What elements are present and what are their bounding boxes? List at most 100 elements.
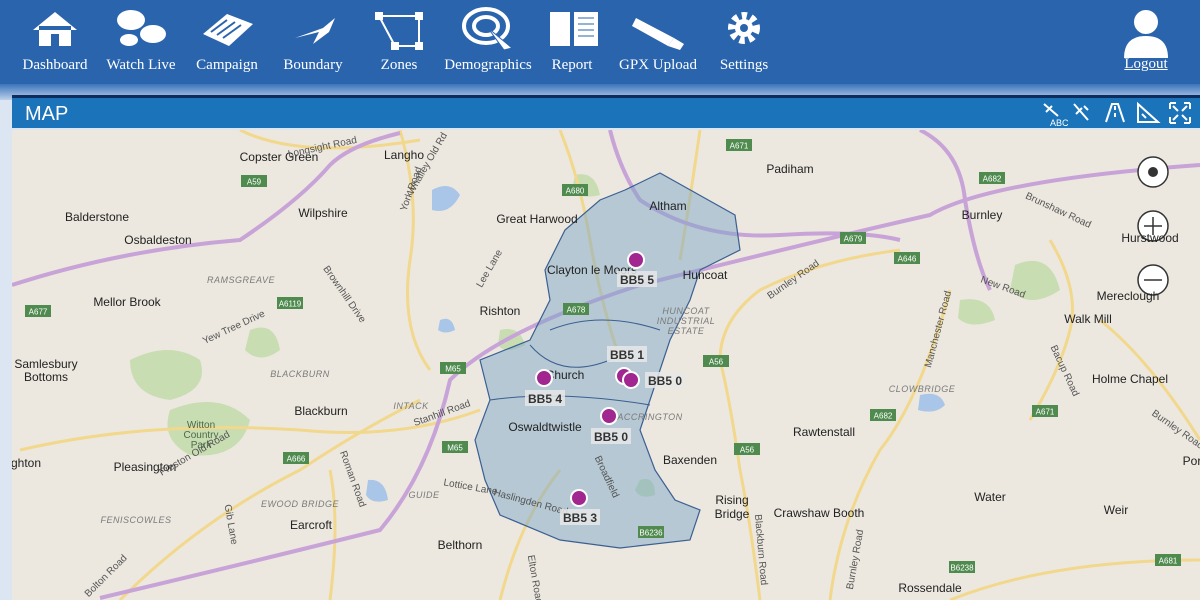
place-label: Copster Green <box>240 150 319 164</box>
road-number: A682 <box>874 412 893 421</box>
place-label: Bridge <box>715 507 750 521</box>
road-shield <box>440 362 466 374</box>
road-shield <box>562 184 588 196</box>
nav-label[interactable]: Demographics <box>444 57 532 73</box>
fullscreen-icon[interactable] <box>1169 102 1191 124</box>
map-tools: ABC <box>1043 101 1191 128</box>
road-number: B6238 <box>950 564 974 573</box>
place-label: Blackburn <box>294 404 347 418</box>
nav-label[interactable]: Settings <box>719 57 769 73</box>
road-shield <box>979 172 1005 184</box>
marker-label: BB5 0 <box>648 374 682 388</box>
nav-item[interactable]: Watch Live <box>91 0 191 84</box>
satellite-icon[interactable] <box>1043 103 1059 117</box>
place-label: Clayton le Moors <box>547 263 637 277</box>
place-label: Rising <box>715 493 748 507</box>
nav-label[interactable]: Zones <box>380 57 418 73</box>
place-label: Balderstone <box>65 210 129 224</box>
district-label: RAMSGREAVE <box>207 275 276 285</box>
place-label: Weir <box>1104 503 1128 517</box>
place-label: Oswaldtwistle <box>508 420 582 434</box>
marker-label-bg <box>617 271 657 287</box>
road-number: A677 <box>29 308 48 317</box>
marker-label: BB5 5 <box>620 273 654 287</box>
road-number: A56 <box>740 446 755 455</box>
nav-item[interactable]: Zones <box>349 0 449 84</box>
postcode-marker[interactable] <box>570 489 588 507</box>
road-shield <box>241 175 267 187</box>
road-shield <box>894 252 920 264</box>
district-label: ESTATE <box>668 326 705 336</box>
nav-label[interactable]: Watch Live <box>106 57 176 73</box>
road-shield <box>1032 405 1058 417</box>
place-label: Country <box>183 430 218 441</box>
nav-label[interactable]: Campaign <box>196 57 258 73</box>
nav-item[interactable]: Campaign <box>177 0 277 84</box>
district-label: BLACKBURN <box>270 369 330 379</box>
district-label: FENISCOWLES <box>100 515 171 525</box>
zoom-in-icon <box>1144 217 1162 235</box>
green-areas <box>130 174 1060 497</box>
nav-item[interactable]: Report <box>522 0 622 84</box>
road-shield <box>277 297 303 309</box>
logout-button[interactable]: Logout <box>1110 0 1182 84</box>
marker-label: BB5 3 <box>563 511 597 525</box>
locate-dot <box>1148 167 1158 177</box>
map[interactable]: Copster Green Langho Padiham Balderstone Osb… <box>12 130 1200 600</box>
road-shield <box>703 355 729 367</box>
road-number: A6119 <box>279 300 302 309</box>
road-number: A646 <box>898 255 917 264</box>
road-number: A59 <box>247 178 262 187</box>
road-number: B6236 <box>639 529 663 538</box>
road-shield <box>949 561 975 573</box>
nav-label[interactable]: Dashboard <box>22 57 88 73</box>
nav-label[interactable]: GPX Upload <box>619 57 697 73</box>
district-label: INDUSTRIAL <box>657 316 716 326</box>
marker-label-bg <box>607 346 647 362</box>
district-label: HUNCOAT <box>662 306 710 316</box>
place-label: Pleasington <box>114 460 177 474</box>
road-icon[interactable] <box>1105 103 1125 123</box>
nav-icon <box>550 12 598 46</box>
place-label: Great Harwood <box>496 212 577 226</box>
district-label: ACCRINGTON <box>616 412 682 422</box>
nav-bar: Dashboard Watch Live Campaign Boundary Zones… <box>0 0 1200 84</box>
nav-item[interactable]: GPX Upload <box>608 0 708 84</box>
district-label: GUIDE <box>408 490 440 500</box>
measure-icon[interactable] <box>1137 101 1161 123</box>
postcode-marker[interactable] <box>600 407 618 425</box>
nav-icon <box>632 18 684 50</box>
marker-label-bg <box>645 372 685 388</box>
nav-item[interactable]: Settings <box>694 0 794 84</box>
nav-icon <box>295 18 335 44</box>
road-shield <box>1155 554 1181 566</box>
marker-label: BB5 4 <box>528 392 562 406</box>
satellite-icon[interactable] <box>1073 103 1089 121</box>
place-label: Huncoat <box>683 268 728 282</box>
postcode-marker[interactable] <box>535 369 553 387</box>
nav-label[interactable]: Report <box>551 57 593 73</box>
place-label: Mellor Brook <box>93 295 161 309</box>
road-number: A56 <box>709 358 724 367</box>
postcode-marker[interactable] <box>627 251 645 269</box>
nav-label[interactable]: Boundary <box>283 57 343 73</box>
place-label: Water <box>974 490 1006 504</box>
place-label: Church <box>546 368 585 382</box>
nav-icon <box>203 14 253 46</box>
place-label: ghton <box>12 456 41 470</box>
district-label: CLOWBRIDGE <box>889 384 956 394</box>
logout-label[interactable]: Logout <box>1124 56 1168 72</box>
nav-icon <box>117 10 166 46</box>
road-number: M65 <box>445 365 461 374</box>
nav-item[interactable]: Boundary <box>263 0 363 84</box>
road-shield <box>840 232 866 244</box>
postcode-marker[interactable] <box>622 371 640 389</box>
nav-icon <box>728 12 760 44</box>
place-label: Walk Mill <box>1064 312 1112 326</box>
road-number: A681 <box>1159 557 1178 566</box>
nav-item[interactable]: Demographics <box>438 0 538 84</box>
map-controls <box>1137 156 1169 296</box>
panel-title: MAP <box>25 103 69 125</box>
nav-item[interactable]: Dashboard <box>5 0 105 84</box>
